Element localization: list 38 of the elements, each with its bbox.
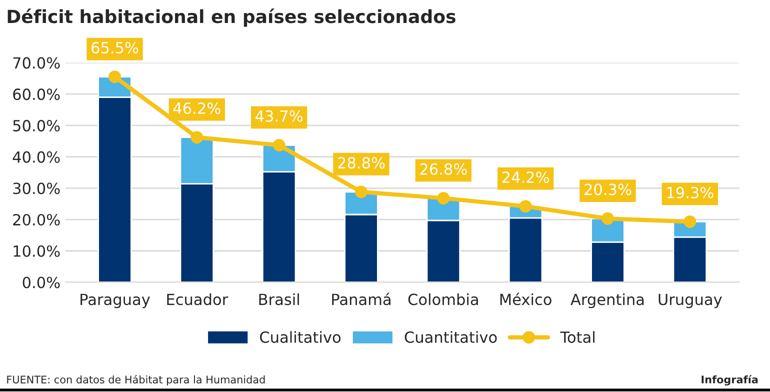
point bbox=[519, 200, 532, 213]
legend-label: Cualitativo bbox=[260, 331, 341, 343]
source-note: FUENTE: con datos de Hábitat para la Humanidad bbox=[7, 374, 265, 386]
point bbox=[437, 192, 450, 204]
y-tick-label: 70.0% bbox=[13, 57, 60, 69]
point bbox=[354, 186, 368, 198]
point bbox=[684, 215, 696, 228]
data-label: 26.8% bbox=[420, 163, 467, 175]
legend-label: Total bbox=[560, 331, 594, 343]
x-tick-label: México bbox=[500, 292, 552, 306]
y-tick-label: 50.0% bbox=[13, 120, 60, 132]
x-tick-label: Brasil bbox=[259, 293, 299, 306]
point bbox=[190, 131, 204, 144]
text: Infografía bbox=[702, 374, 758, 386]
data-label: 24.2% bbox=[502, 171, 549, 184]
y-tick-label: 30.0% bbox=[13, 182, 60, 194]
y-tick-label: 0.0% bbox=[22, 276, 60, 288]
x-tick-label: Colombia bbox=[408, 293, 478, 306]
legend-label: Cuantitativo bbox=[404, 331, 497, 343]
data-label: 43.7% bbox=[256, 110, 302, 122]
x-tick-label: Argentina bbox=[570, 293, 644, 308]
y-tick-label: 20.0% bbox=[13, 214, 60, 226]
x-tick-label: Panamá bbox=[332, 292, 390, 306]
x-tick-label: Paraguay bbox=[80, 294, 150, 308]
x-tick-label: Uruguay bbox=[658, 294, 722, 308]
data-label: 19.3% bbox=[667, 186, 714, 198]
y-tick-label: 10.0% bbox=[14, 245, 60, 257]
y-tick-label: 60.0% bbox=[13, 88, 60, 100]
data-label: 28.8% bbox=[338, 157, 385, 169]
data-label: 46.2% bbox=[173, 102, 220, 114]
data-label: 20.3% bbox=[584, 184, 632, 196]
chart-title: Déficit habitacional en países seleccionados bbox=[8, 8, 456, 27]
point bbox=[272, 138, 286, 152]
point bbox=[601, 212, 614, 225]
data-label: 65.5% bbox=[92, 42, 138, 54]
y-tick-label: 40.0% bbox=[12, 151, 60, 163]
point bbox=[108, 70, 121, 84]
x-tick-label: Ecuador bbox=[167, 293, 228, 306]
